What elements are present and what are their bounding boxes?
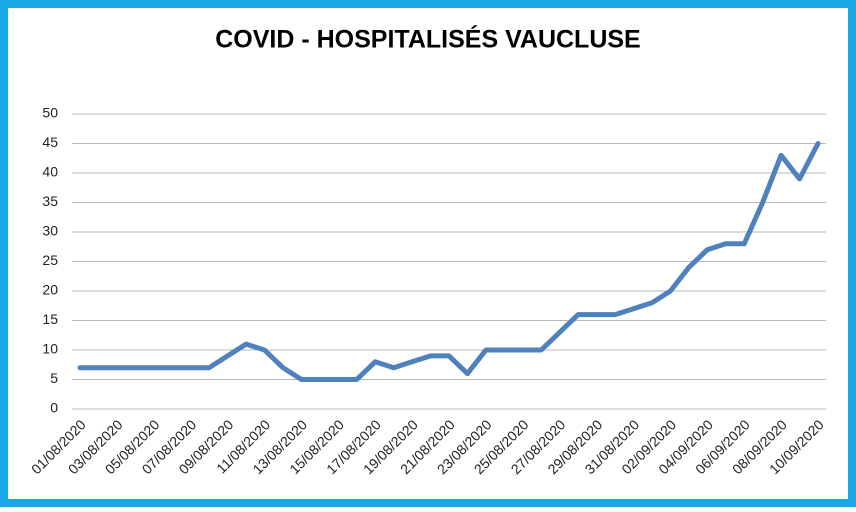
y-tick-label: 35 (42, 193, 58, 209)
y-tick-label: 20 (42, 282, 58, 298)
y-tick-label: 40 (42, 164, 58, 180)
y-tick-label: 5 (50, 370, 58, 386)
y-tick-label: 25 (42, 252, 58, 268)
y-tick-label: 0 (50, 400, 58, 416)
y-tick-label: 45 (42, 134, 58, 150)
y-tick-label: 15 (42, 311, 58, 327)
y-tick-label: 50 (42, 105, 58, 121)
data-line (77, 141, 821, 382)
y-tick-label: 10 (42, 341, 58, 357)
chart-title: COVID - HOSPITALISÉS VAUCLUSE (215, 25, 641, 54)
y-tick-label: 30 (42, 223, 58, 239)
